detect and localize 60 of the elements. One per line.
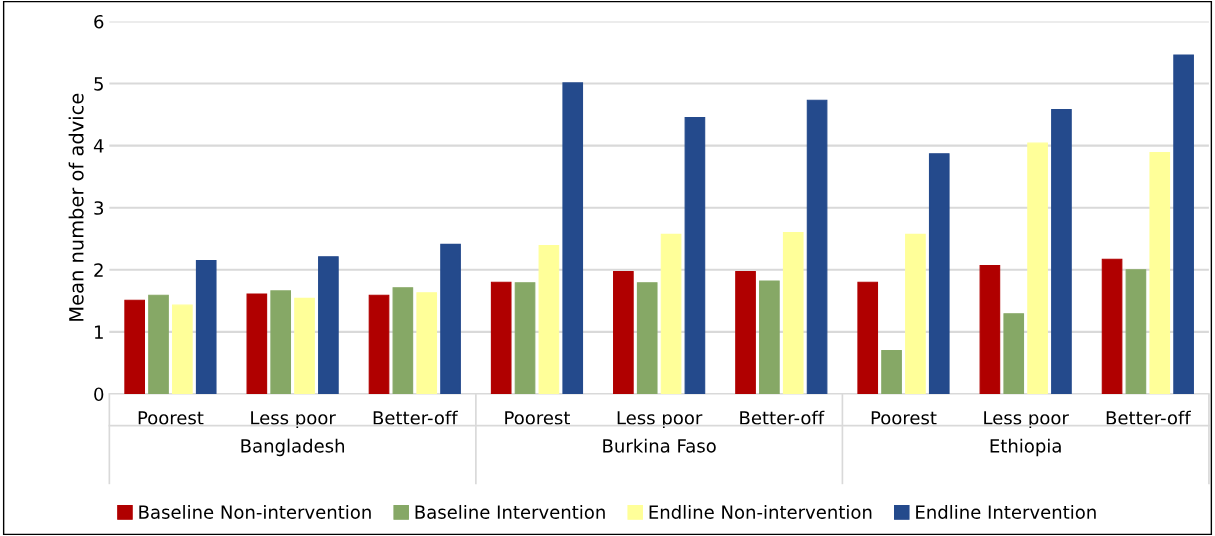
bar bbox=[928, 153, 950, 394]
bar bbox=[636, 282, 658, 394]
text: Ethiopia bbox=[990, 438, 1061, 457]
y-tick-label: 0 bbox=[94, 387, 104, 402]
legend-label: Baseline Non-intervention bbox=[139, 504, 371, 519]
x-tick-label: Poorest bbox=[138, 411, 204, 425]
bar bbox=[735, 271, 756, 394]
bar bbox=[1051, 109, 1072, 394]
y-tick-label: 3 bbox=[94, 201, 104, 215]
y-tick-label: 5 bbox=[94, 77, 103, 91]
x-tick-label: Poorest bbox=[871, 411, 937, 425]
bar bbox=[148, 294, 169, 394]
bar bbox=[1173, 54, 1194, 394]
bar bbox=[490, 281, 512, 394]
bar bbox=[416, 292, 438, 394]
x-tick-label: Less poor bbox=[251, 411, 336, 429]
bar bbox=[1101, 258, 1123, 394]
x-tick-label: Better-off bbox=[740, 410, 825, 425]
x-tick-label: Less poor bbox=[617, 411, 703, 429]
bar bbox=[857, 281, 879, 394]
legend-label: Endline Intervention bbox=[916, 504, 1096, 519]
bar bbox=[514, 282, 536, 394]
legend-label: Endline Non-intervention bbox=[649, 504, 872, 519]
bar bbox=[440, 243, 461, 394]
bar bbox=[782, 231, 804, 394]
bar bbox=[195, 259, 217, 394]
text: Bangladesh bbox=[241, 438, 345, 457]
bar bbox=[270, 290, 292, 394]
bar bbox=[1125, 269, 1147, 394]
bar bbox=[294, 297, 315, 394]
y-tick-label: 1 bbox=[94, 325, 103, 339]
text: Burkina Faso bbox=[603, 438, 716, 453]
x-tick-label: Better-off bbox=[373, 410, 458, 425]
bar bbox=[684, 117, 706, 394]
bar bbox=[1149, 151, 1171, 394]
bar bbox=[881, 349, 902, 394]
bar bbox=[759, 280, 780, 394]
bar bbox=[660, 233, 682, 394]
bar bbox=[1003, 313, 1025, 394]
bar bbox=[124, 299, 145, 394]
y-tick-label: 6 bbox=[94, 14, 104, 29]
y-axis-title: Mean number of advice bbox=[68, 93, 84, 321]
bar bbox=[368, 294, 390, 394]
x-tick-label: Less poor bbox=[984, 411, 1069, 429]
bar bbox=[392, 287, 414, 394]
x-tick-label: Poorest bbox=[505, 411, 570, 425]
bar bbox=[246, 293, 268, 394]
legend-label: Baseline Intervention bbox=[415, 504, 605, 519]
bar bbox=[562, 82, 584, 394]
bar bbox=[905, 233, 926, 394]
x-tick-label: Better-off bbox=[1106, 410, 1192, 425]
y-tick-label: 2 bbox=[94, 263, 103, 277]
bar bbox=[538, 245, 560, 394]
bar bbox=[979, 264, 1001, 394]
bar bbox=[1027, 142, 1048, 394]
bar bbox=[806, 99, 828, 394]
y-tick-label: 4 bbox=[93, 139, 104, 153]
bar bbox=[613, 271, 634, 394]
bar bbox=[318, 256, 339, 394]
bar bbox=[172, 304, 193, 394]
